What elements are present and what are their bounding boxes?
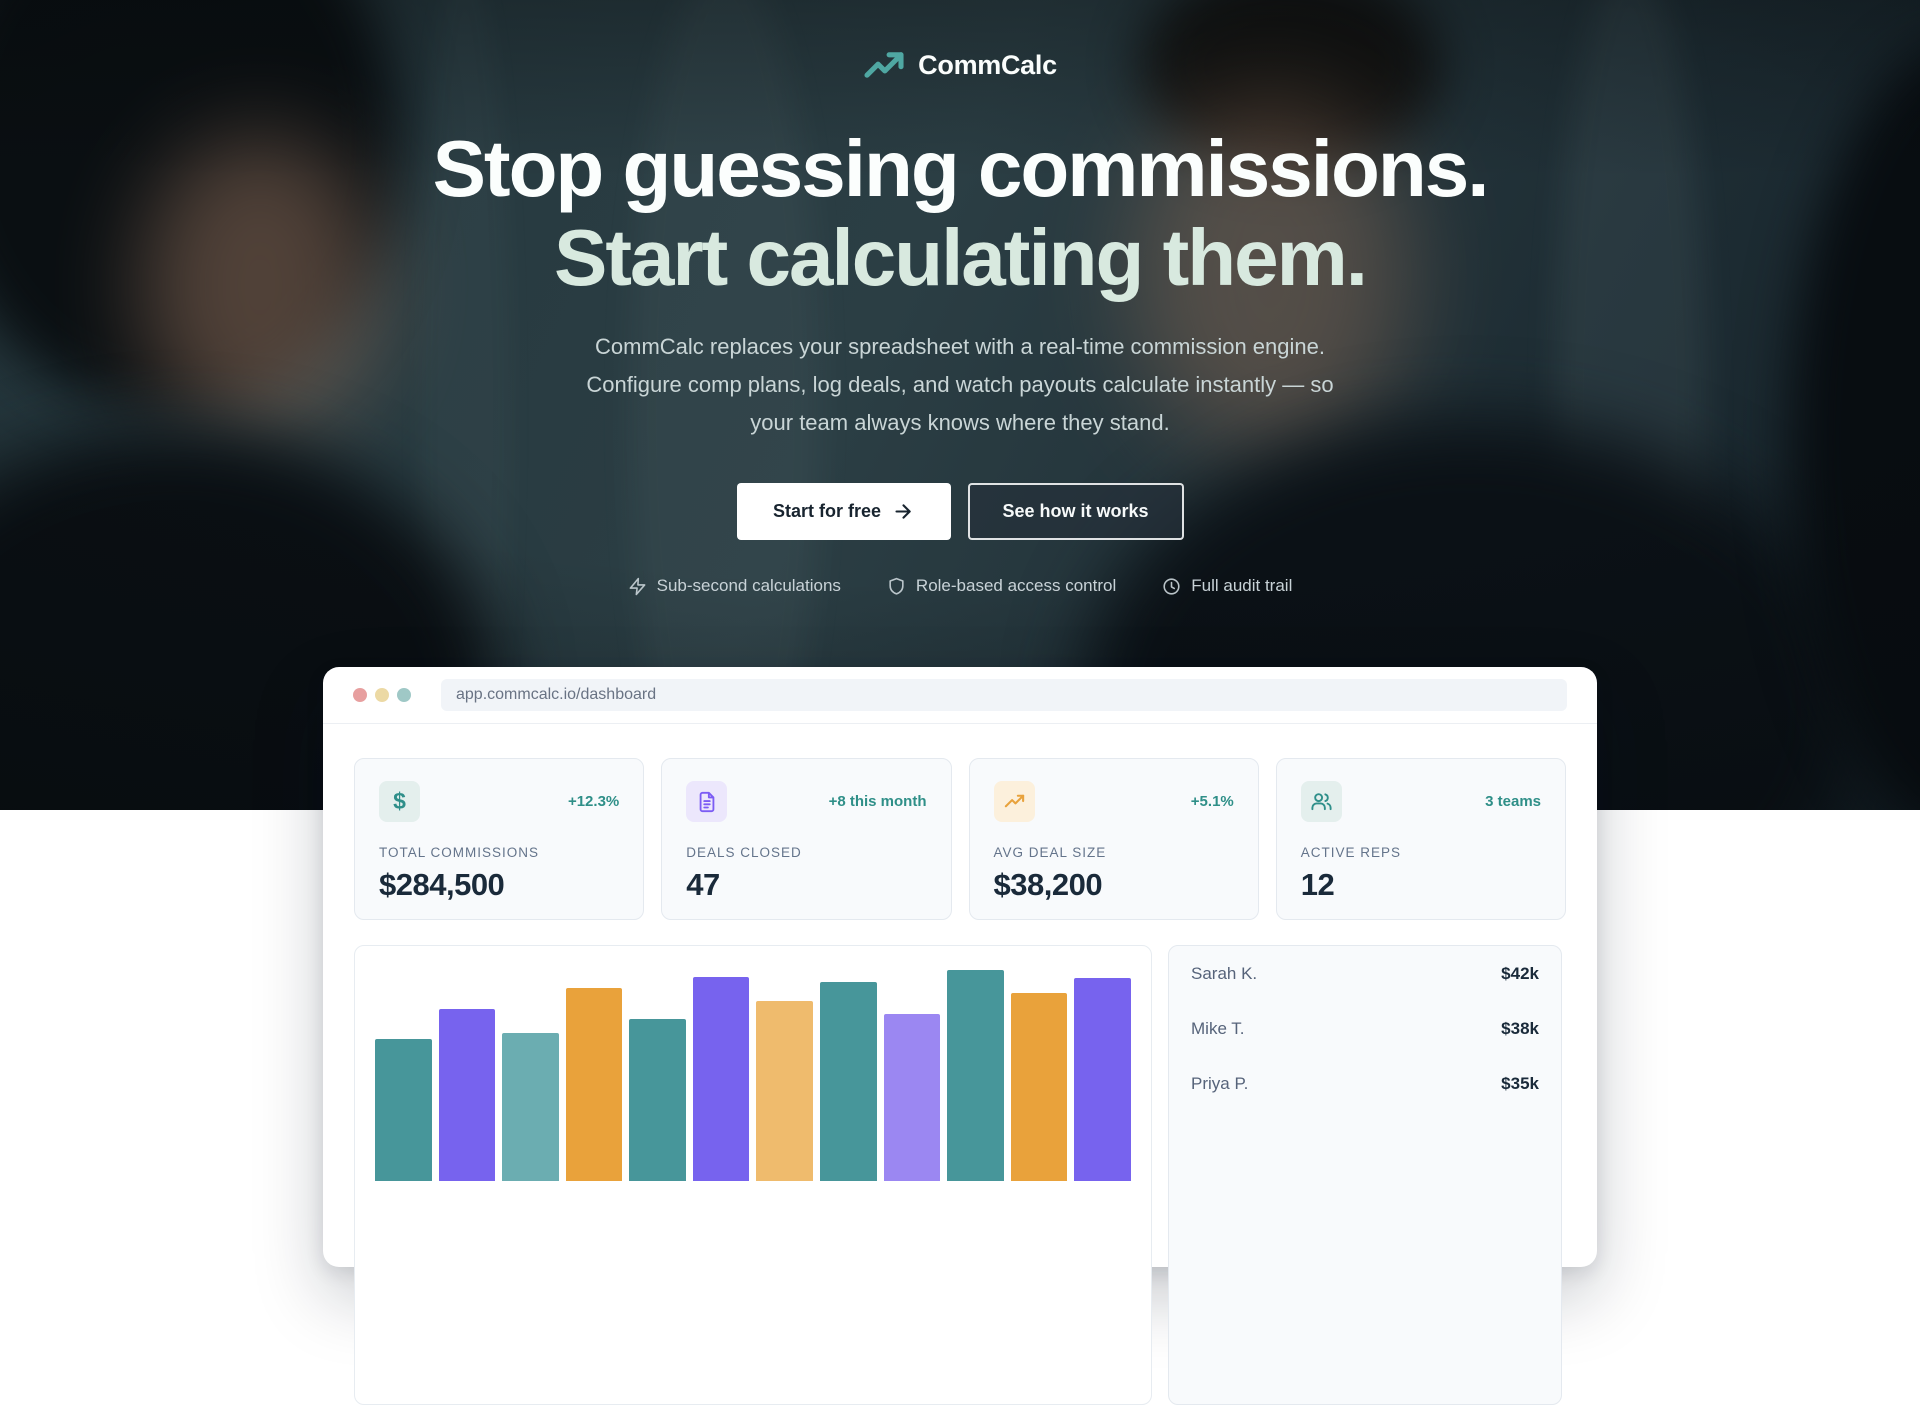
url-text: app.commcalc.io/dashboard [456,686,657,703]
rep-name: Mike T. [1191,1018,1245,1038]
stat-cards-row: $ +12.3% TOTAL COMMISSIONS $284,500 +8 t… [354,758,1566,920]
stat-label: DEALS CLOSED [686,845,802,860]
rep-leaderboard: Sarah K. $42k Mike T. $38k Priya P. $35k [1168,945,1562,1405]
stat-value: 12 [1300,867,1335,902]
chart-bar [820,982,877,1181]
chart-bar [883,1014,941,1181]
traffic-lights [353,688,411,702]
see-how-it-works-label: See how it works [1002,501,1149,521]
feature-label: Role-based access control [915,576,1117,595]
stat-label: ACTIVE REPS [1300,845,1402,860]
stat-delta: +5.1% [1190,793,1234,810]
browser-chrome-bar: app.commcalc.io/dashboard [323,667,1597,724]
stat-card-avg-deal-size: +5.1% AVG DEAL SIZE $38,200 [968,758,1259,920]
stat-label: AVG DEAL SIZE [993,845,1107,860]
traffic-light-red [353,688,367,702]
bar-chart [375,970,1131,1181]
rep-name: Sarah K. [1191,963,1258,983]
rep-value: $35k [1501,1073,1539,1093]
chart-bar [565,988,623,1181]
clock-icon [1163,577,1180,595]
file-text-icon [686,781,728,822]
feature-access-control: Role-based access control [887,576,1116,596]
headline-line-1: Stop guessing commissions. [432,124,1490,213]
start-for-free-button[interactable]: Start for free [736,483,951,540]
subtitle-line: CommCalc replaces your spreadsheet with … [595,334,1325,359]
trending-up-icon [993,781,1035,822]
rep-value: $42k [1501,963,1539,983]
users-icon [1300,781,1342,822]
leaderboard-row: Priya P. $35k [1191,1056,1539,1111]
feature-label: Full audit trail [1191,576,1293,595]
start-for-free-label: Start for free [772,501,882,521]
chart-bar [629,1019,686,1181]
stat-card-deals-closed: +8 this month DEALS CLOSED 47 [661,758,952,920]
see-how-it-works-button[interactable]: See how it works [967,483,1184,540]
hero-headline: Stop guessing commissions. Start calcula… [0,124,1920,302]
dollar-icon: $ [379,781,420,822]
url-bar: app.commcalc.io/dashboard [441,679,1567,711]
stat-delta: +8 this month [828,793,927,810]
subtitle-line: your team always knows where they stand. [750,410,1170,435]
chart-bar [756,1001,814,1181]
feature-subsecond: Sub-second calculations [628,576,841,596]
stat-value: $38,200 [993,867,1103,902]
rep-value: $38k [1501,1018,1539,1038]
hero-subtitle: CommCalc replaces your spreadsheet with … [0,328,1920,442]
zap-icon [629,577,646,595]
leaderboard-row: Sarah K. $42k [1191,946,1539,1001]
cta-row: Start for free See how it works [0,483,1920,540]
stat-delta: +12.3% [567,793,620,810]
stat-card-active-reps: 3 teams ACTIVE REPS 12 [1275,758,1566,920]
headline-line-2: Start calculating them. [554,213,1368,302]
rep-name: Priya P. [1191,1073,1249,1093]
traffic-light-green [397,688,411,702]
charts-row: Sarah K. $42k Mike T. $38k Priya P. $35k [354,945,1566,1405]
chart-bar [438,1009,496,1181]
stat-value: $284,500 [379,867,505,902]
leaderboard-row: Mike T. $38k [1191,1001,1539,1056]
shield-icon [889,577,904,595]
stat-value: 47 [686,867,720,902]
stat-delta: 3 teams [1485,793,1541,810]
feature-list: Sub-second calculations Role-based acces… [0,576,1920,596]
feature-audit-trail: Full audit trail [1162,576,1292,596]
stat-label: TOTAL COMMISSIONS [379,845,540,860]
arrow-right-icon [895,504,911,519]
brand-logo: CommCalc [0,48,1920,82]
dashboard-content: $ +12.3% TOTAL COMMISSIONS $284,500 +8 t… [323,724,1597,1405]
chart-bar [947,970,1004,1181]
commissions-bar-chart-card [354,945,1152,1405]
app-browser-mockup: app.commcalc.io/dashboard $ +12.3% TOTAL… [323,667,1597,1405]
subtitle-line: Configure comp plans, log deals, and wat… [586,372,1334,397]
chart-bar [692,977,750,1181]
trending-up-icon [864,52,904,78]
traffic-light-yellow [375,688,389,702]
chart-bar [375,1039,432,1181]
brand-name: CommCalc [918,49,1057,80]
chart-bar [1010,993,1068,1181]
stat-card-total-commissions: $ +12.3% TOTAL COMMISSIONS $284,500 [354,758,645,920]
chart-bar [502,1033,559,1181]
feature-label: Sub-second calculations [656,576,841,595]
